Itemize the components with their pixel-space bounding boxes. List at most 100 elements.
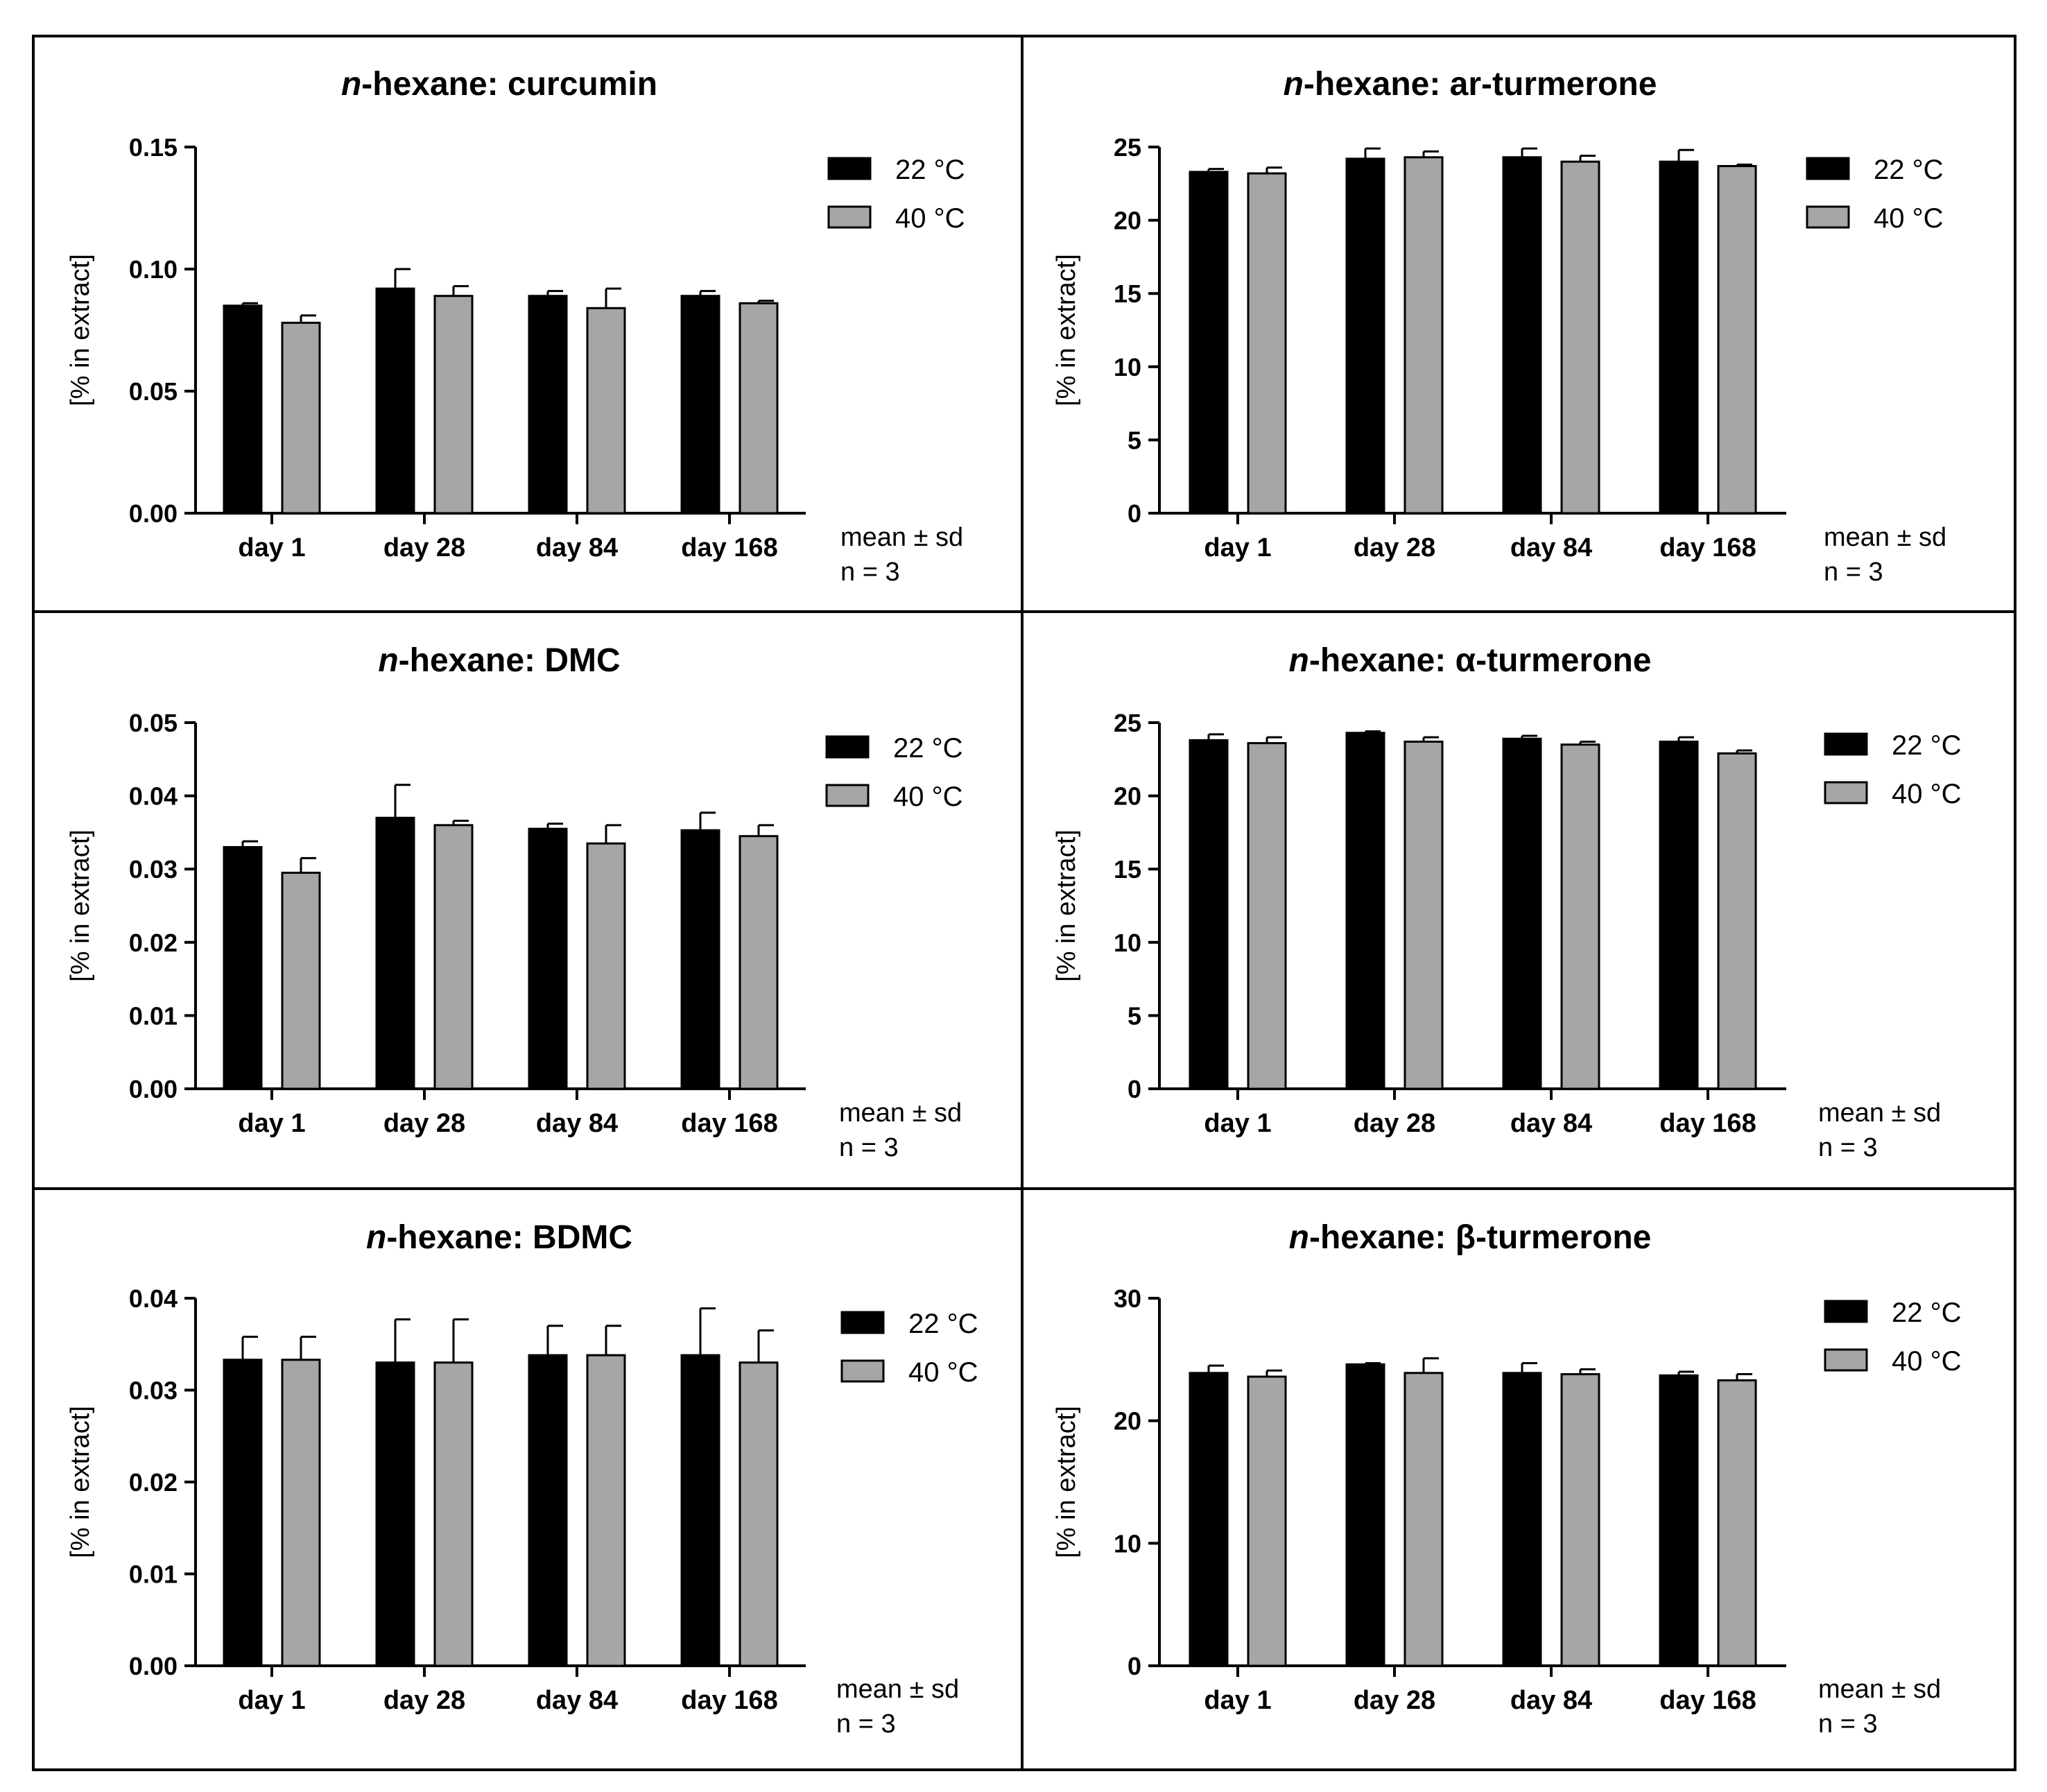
y-axis-label: [% in extract]: [1052, 1406, 1081, 1558]
bar-40c: [739, 302, 779, 515]
y-tick-label: 0.03: [129, 1377, 178, 1405]
legend-swatch-40c: [1824, 781, 1868, 804]
chart-panel: n-hexane: DMC 0.00 0.01 0.02 0.03 0.04 0.05 [% …: [32, 610, 1024, 1190]
bar-22c: [680, 829, 720, 1090]
bar-40c: [586, 1354, 626, 1667]
bar-22c: [1345, 732, 1385, 1090]
bar-40c: [586, 842, 626, 1090]
x-tick-label: day 28: [1354, 1109, 1435, 1138]
legend-swatch-40c: [840, 1359, 885, 1383]
y-axis-label: [% in extract]: [1052, 254, 1081, 406]
x-tick-label: day 1: [238, 1686, 305, 1715]
bar-40c: [1247, 172, 1287, 515]
x-tick-label: day 1: [1204, 1109, 1271, 1138]
x-tick-label: day 28: [383, 533, 465, 562]
chart-title-italic: n: [378, 642, 398, 679]
chart-title: n-hexane: ar-turmerone: [1284, 66, 1657, 103]
y-tick-label: 0: [1128, 1652, 1141, 1680]
y-tick-label: 0.02: [129, 1468, 178, 1497]
bar-22c: [528, 827, 568, 1090]
chart-panel: n-hexane: BDMC 0.00 0.01 0.02 0.03 0.04 [% in …: [32, 1187, 1024, 1771]
bar-40c: [739, 1361, 779, 1667]
legend-label: 22 °C: [1874, 155, 1944, 185]
footnote-n: n = 3: [1818, 1709, 1878, 1739]
y-tick-label: 25: [1114, 709, 1141, 737]
bar-40c: [1403, 740, 1444, 1090]
x-tick-label: day 28: [1354, 533, 1435, 562]
bar-22c: [1345, 157, 1385, 515]
bar-22c: [1189, 171, 1229, 515]
footnote-n: n = 3: [1824, 558, 1883, 587]
x-tick-label: day 168: [681, 1686, 777, 1715]
bar-40c: [281, 321, 321, 515]
chart-title-italic: n: [1284, 66, 1304, 103]
x-tick-label: day 28: [383, 1109, 465, 1138]
y-tick-label: 0.00: [129, 499, 178, 528]
x-tick-label: day 168: [1659, 533, 1756, 562]
x-tick-label: day 28: [383, 1686, 465, 1715]
legend-swatch-22c: [840, 1311, 885, 1334]
bar-40c: [1403, 1372, 1444, 1667]
footnote-n: n = 3: [1818, 1133, 1878, 1162]
legend-label: 22 °C: [1892, 730, 1962, 761]
legend-swatch-40c: [1824, 1348, 1868, 1372]
x-tick-label: day 84: [1510, 533, 1592, 562]
footnote-n: n = 3: [836, 1709, 896, 1739]
x-tick-label: day 1: [1204, 533, 1271, 562]
bar-22c: [1189, 1372, 1229, 1667]
footnote-n: n = 3: [839, 1133, 899, 1162]
y-tick-label: 0.00: [129, 1075, 178, 1103]
y-tick-label: 0.15: [129, 133, 178, 162]
chart-panel: n-hexane: β-turmerone 0 10 20 30 [% in extrac…: [1021, 1187, 2016, 1771]
x-tick-label: day 1: [238, 1109, 305, 1138]
bar-22c: [375, 816, 415, 1090]
legend-swatch-22c: [827, 157, 872, 180]
footnote-n: n = 3: [840, 558, 900, 587]
y-tick-label: 20: [1114, 782, 1141, 811]
bar-40c: [433, 824, 474, 1090]
y-tick-label: 20: [1114, 1407, 1141, 1436]
y-tick-label: 0.05: [129, 709, 178, 737]
bar-22c: [680, 295, 720, 515]
legend-label: 40 °C: [893, 782, 963, 812]
bar-22c: [223, 304, 263, 515]
legend: 22 °C 40 °C: [1824, 1298, 1962, 1377]
bar-40c: [586, 307, 626, 515]
legend-swatch-40c: [1806, 205, 1850, 229]
bar-22c: [1345, 1363, 1385, 1667]
bar-40c: [1560, 743, 1600, 1090]
legend-label: 40 °C: [895, 203, 965, 234]
legend-label: 22 °C: [893, 733, 963, 764]
chart-title-text: -hexane: β-turmerone: [1309, 1219, 1651, 1256]
chart-title-italic: n: [1289, 1219, 1309, 1256]
chart-title-italic: n: [366, 1219, 386, 1256]
bar-22c: [528, 295, 568, 515]
chart-title-text: -hexane: curcumin: [361, 66, 657, 103]
legend: 22 °C 40 °C: [1806, 155, 1944, 234]
legend-swatch-22c: [825, 735, 870, 759]
legend-label: 40 °C: [908, 1357, 978, 1388]
legend-label: 40 °C: [1892, 1346, 1962, 1377]
chart-title: n-hexane: curcumin: [341, 66, 657, 103]
y-tick-label: 0: [1128, 1075, 1141, 1103]
bar-40c: [1717, 164, 1757, 515]
bar-22c: [528, 1354, 568, 1667]
footnote-mean-sd: mean ± sd: [836, 1675, 959, 1704]
x-tick-label: day 1: [238, 533, 305, 562]
bar-22c: [1189, 739, 1229, 1090]
chart-title-text: -hexane: ar-turmerone: [1304, 66, 1657, 103]
x-tick-label: day 28: [1354, 1686, 1435, 1715]
legend-label: 40 °C: [1892, 779, 1962, 809]
x-tick-label: day 84: [536, 1686, 618, 1715]
y-tick-label: 30: [1114, 1284, 1141, 1313]
bar-22c: [1502, 1372, 1542, 1667]
bar-22c: [1659, 1374, 1699, 1667]
chart-panel: n-hexane: ar-turmerone 0 5 10 15 20 25 [% in ex…: [1021, 35, 2016, 613]
footnote-mean-sd: mean ± sd: [1818, 1099, 1941, 1128]
y-tick-label: 20: [1114, 207, 1141, 235]
bar-22c: [375, 1361, 415, 1667]
y-tick-label: 0.03: [129, 855, 178, 884]
x-tick-label: day 84: [1510, 1109, 1592, 1138]
